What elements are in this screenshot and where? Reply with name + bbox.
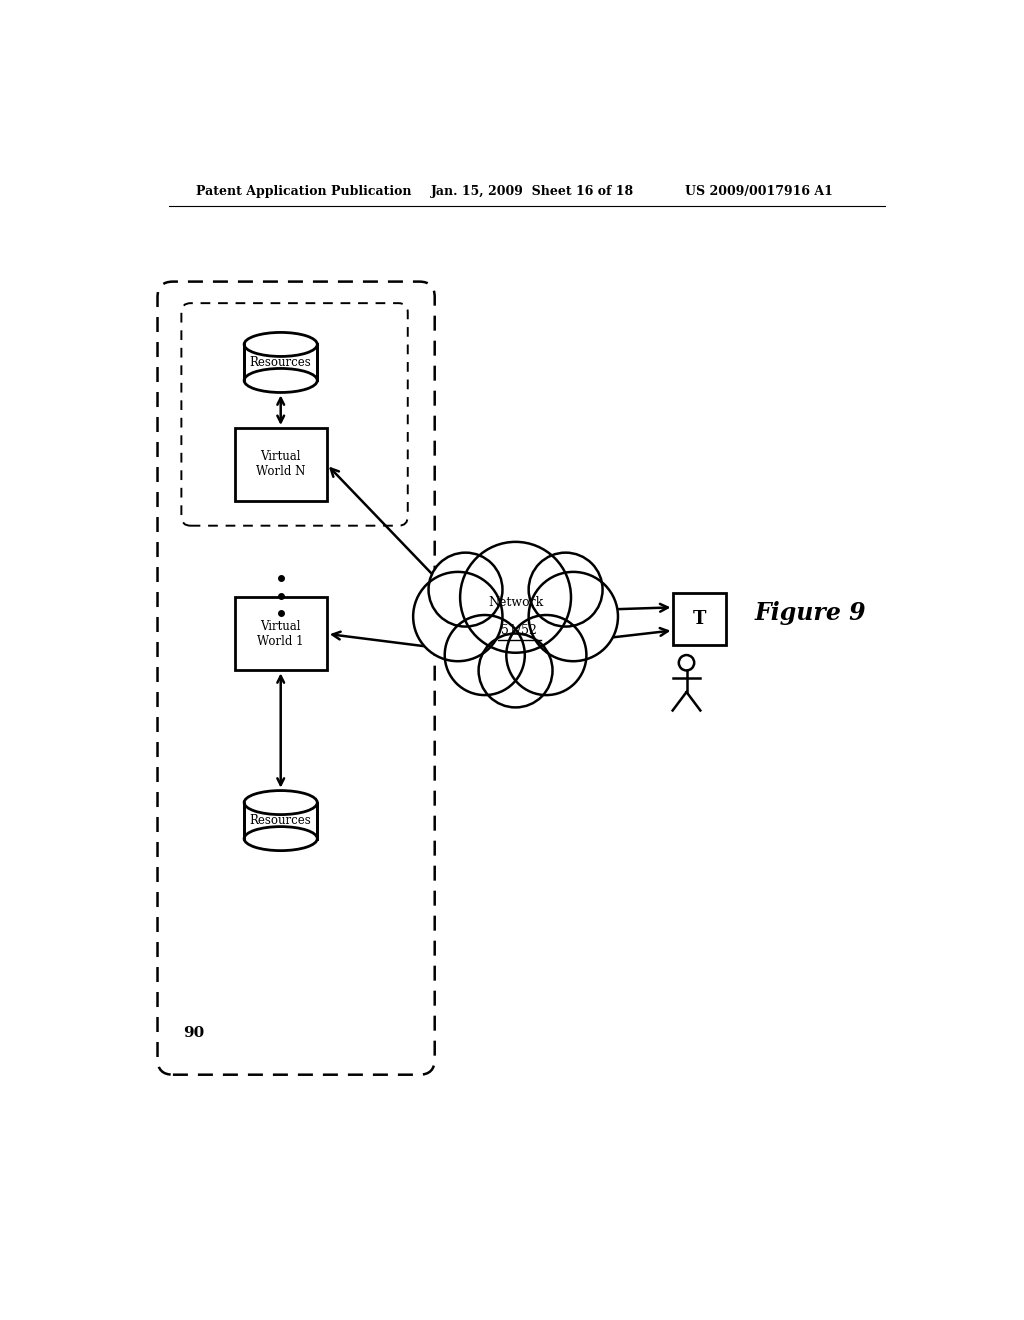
Text: Figure 9: Figure 9 bbox=[755, 601, 866, 624]
FancyBboxPatch shape bbox=[234, 428, 327, 502]
Text: Network: Network bbox=[487, 597, 543, 610]
Text: T: T bbox=[693, 610, 707, 628]
Circle shape bbox=[528, 553, 602, 627]
FancyBboxPatch shape bbox=[234, 598, 327, 671]
Circle shape bbox=[460, 543, 571, 653]
Circle shape bbox=[478, 634, 553, 708]
Ellipse shape bbox=[244, 826, 317, 850]
Text: Patent Application Publication: Patent Application Publication bbox=[196, 185, 412, 198]
Ellipse shape bbox=[244, 791, 317, 814]
Text: 90: 90 bbox=[183, 1026, 204, 1040]
Text: Resources: Resources bbox=[250, 356, 311, 370]
Text: Virtual
World N: Virtual World N bbox=[256, 450, 305, 478]
FancyBboxPatch shape bbox=[674, 593, 726, 645]
Text: Virtual
World 1: Virtual World 1 bbox=[257, 620, 304, 648]
Ellipse shape bbox=[244, 368, 317, 392]
Text: Resources: Resources bbox=[250, 814, 311, 828]
Circle shape bbox=[429, 553, 503, 627]
Ellipse shape bbox=[244, 333, 317, 356]
Text: US 2009/0017916 A1: US 2009/0017916 A1 bbox=[685, 185, 833, 198]
Circle shape bbox=[506, 615, 587, 696]
Circle shape bbox=[413, 572, 503, 661]
Circle shape bbox=[444, 615, 524, 696]
Polygon shape bbox=[244, 803, 317, 838]
Circle shape bbox=[528, 572, 617, 661]
Text: 51/52: 51/52 bbox=[502, 624, 538, 638]
Polygon shape bbox=[244, 345, 317, 380]
Text: Jan. 15, 2009  Sheet 16 of 18: Jan. 15, 2009 Sheet 16 of 18 bbox=[431, 185, 634, 198]
